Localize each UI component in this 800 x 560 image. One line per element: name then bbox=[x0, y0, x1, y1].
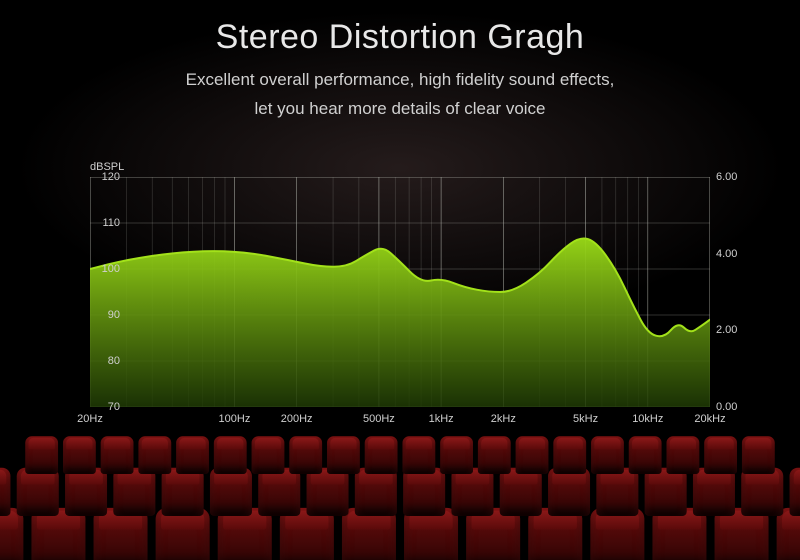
theater-seat bbox=[25, 436, 58, 474]
x-tick-label: 1kHz bbox=[429, 413, 454, 425]
theater-seat bbox=[0, 468, 10, 516]
theater-seat bbox=[210, 468, 252, 516]
y-left-tick-label: 120 bbox=[80, 171, 120, 183]
theater-seat bbox=[790, 468, 800, 516]
theater-seat bbox=[307, 468, 349, 516]
chart-series bbox=[90, 177, 710, 407]
y-right-tick-label: 4.00 bbox=[716, 248, 756, 260]
theater-seat bbox=[500, 468, 542, 516]
x-tick-label: 10kHz bbox=[632, 413, 663, 425]
chart-plot-area bbox=[90, 177, 710, 407]
x-tick-label: 5kHz bbox=[573, 413, 598, 425]
theater-seat bbox=[162, 468, 204, 516]
theater-seat bbox=[645, 468, 687, 516]
distortion-chart: dBSPL 1201101009080706.004.002.000.0020H… bbox=[60, 165, 750, 450]
x-tick-label: 200Hz bbox=[281, 413, 313, 425]
y-right-tick-label: 2.00 bbox=[716, 324, 756, 336]
theater-seat bbox=[693, 468, 735, 516]
theater-seat-row bbox=[0, 468, 800, 516]
page-subtitle: Excellent overall performance, high fide… bbox=[0, 66, 800, 124]
x-tick-label: 20Hz bbox=[77, 413, 103, 425]
theater-seat bbox=[65, 468, 107, 516]
y-left-tick-label: 70 bbox=[80, 401, 120, 413]
x-tick-label: 100Hz bbox=[219, 413, 251, 425]
x-tick-label: 2kHz bbox=[491, 413, 516, 425]
x-tick-label: 20kHz bbox=[694, 413, 725, 425]
y-right-tick-label: 6.00 bbox=[716, 171, 756, 183]
theater-seat bbox=[258, 468, 300, 516]
theater-seat bbox=[403, 468, 445, 516]
y-right-tick-label: 0.00 bbox=[716, 401, 756, 413]
theater-seat bbox=[17, 468, 59, 516]
y-left-tick-label: 100 bbox=[80, 263, 120, 275]
subtitle-line-2: let you hear more details of clear voice bbox=[254, 99, 545, 118]
theater-seat bbox=[596, 468, 638, 516]
y-left-tick-label: 90 bbox=[80, 309, 120, 321]
y-left-tick-label: 110 bbox=[80, 217, 120, 229]
x-tick-label: 500Hz bbox=[363, 413, 395, 425]
theater-seat bbox=[451, 468, 493, 516]
subtitle-line-1: Excellent overall performance, high fide… bbox=[186, 70, 615, 89]
theater-seat bbox=[113, 468, 155, 516]
theater-seat bbox=[741, 468, 783, 516]
theater-seat bbox=[548, 468, 590, 516]
theater-seat bbox=[355, 468, 397, 516]
y-left-tick-label: 80 bbox=[80, 355, 120, 367]
page-title: Stereo Distortion Gragh bbox=[0, 18, 800, 57]
